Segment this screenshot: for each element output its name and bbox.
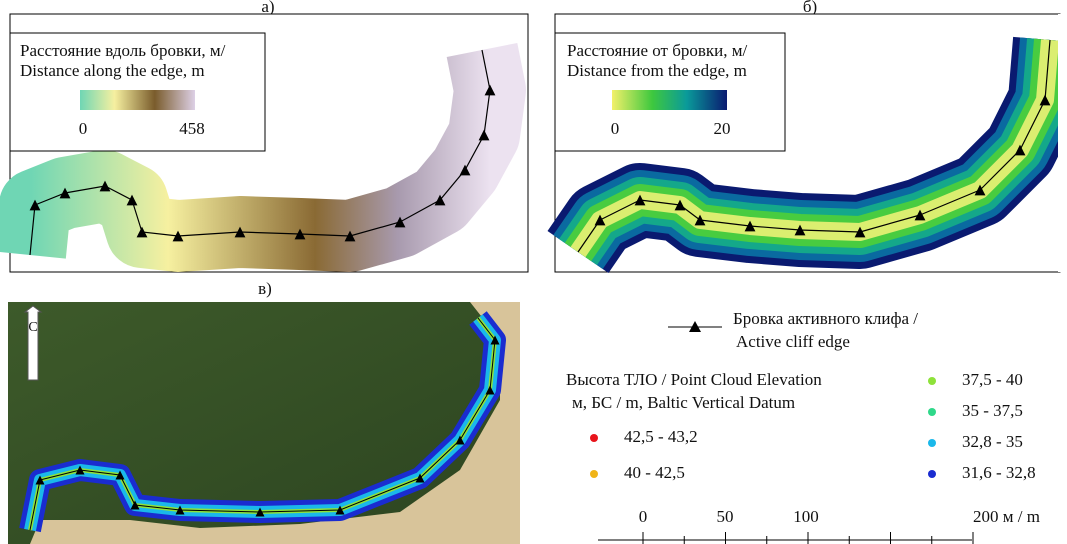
- color-ramp: [80, 90, 195, 110]
- legend-dot: [590, 434, 598, 442]
- legend-title: Distance from the edge, m: [567, 61, 747, 80]
- legend-class-label: 37,5 - 40: [962, 370, 1023, 389]
- legend-dot: [590, 470, 598, 478]
- ramp-label: 0: [79, 119, 88, 138]
- ramp-label: 0: [611, 119, 620, 138]
- legend-title: Расстояние от бровки, м/: [567, 41, 748, 60]
- legend-text: Бровка активного клифа /: [733, 309, 918, 328]
- legend-dot: [928, 408, 936, 416]
- ramp-label: 20: [714, 119, 731, 138]
- legend-text: Active cliff edge: [736, 332, 850, 351]
- legend-class-label: 40 - 42,5: [624, 463, 685, 482]
- legend-class-label: 32,8 - 35: [962, 432, 1023, 451]
- legend-title: м, БС / m, Baltic Vertical Datum: [572, 393, 795, 412]
- legend-title: Высота ТЛО / Point Cloud Elevation: [566, 370, 822, 389]
- legend-title: Distance along the edge, m: [20, 61, 205, 80]
- color-ramp: [612, 90, 727, 110]
- legend-dot: [928, 470, 936, 478]
- scale-label: 0: [639, 507, 648, 526]
- legend-class-label: 35 - 37,5: [962, 401, 1023, 420]
- panel-label: в): [258, 279, 272, 298]
- scale-label: 200 м / m: [973, 507, 1040, 526]
- legend-title: Расстояние вдоль бровки, м/: [20, 41, 226, 60]
- legend-class-label: 42,5 - 43,2: [624, 427, 698, 446]
- legend-dot: [928, 439, 936, 447]
- legend-class-label: 31,6 - 32,8: [962, 463, 1036, 482]
- north-label: С: [28, 320, 37, 335]
- figure: а) Расстояние вдоль бровки, м/ Distance …: [0, 0, 1067, 544]
- ramp-label: 458: [179, 119, 205, 138]
- scale-label: 50: [717, 507, 734, 526]
- scale-label: 100: [793, 507, 819, 526]
- scale-bar: 0 50 100 200 м / m: [598, 507, 1040, 544]
- legend-dot: [928, 377, 936, 385]
